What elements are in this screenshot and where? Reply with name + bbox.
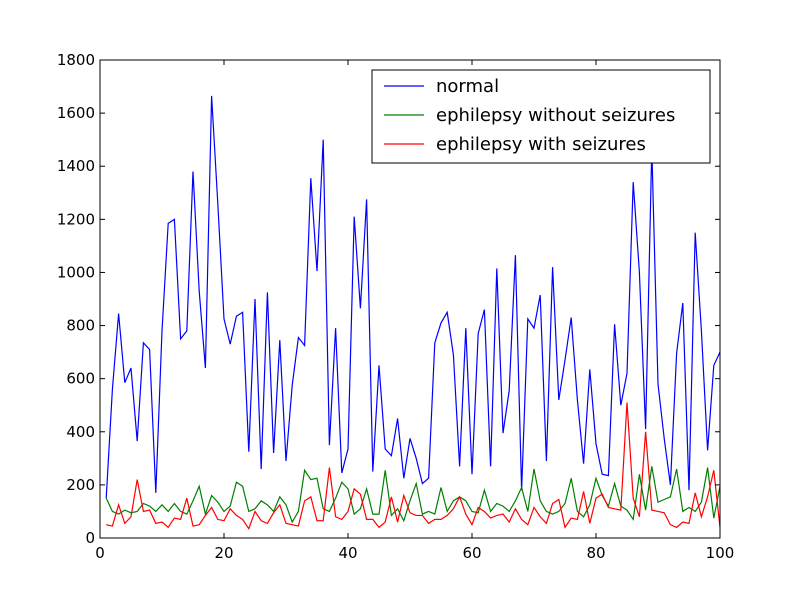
y-tick-label: 1600: [57, 104, 95, 122]
y-tick-label: 1000: [57, 263, 95, 281]
series-line-1: [105, 95, 720, 499]
x-tick-label: 40: [338, 544, 357, 562]
legend-box: [371, 69, 711, 164]
series-line-3: [106, 402, 720, 531]
y-tick-label: 1400: [57, 157, 95, 175]
legend-label: normal: [436, 76, 499, 97]
plot-frame: [99, 59, 721, 539]
ticks-layer: 0 20 40 60 80 1000200400600800100012001400160…: [57, 51, 735, 562]
x-tick-label: 0: [95, 544, 105, 562]
legend: normal ephilepsy without seizures ephileps…: [371, 69, 711, 164]
y-tick-label: 200: [66, 476, 95, 494]
y-tick-label: 600: [66, 370, 95, 388]
y-tick-label: 1800: [57, 51, 95, 69]
x-tick-label: 80: [586, 544, 605, 562]
y-tick-label: 400: [66, 423, 95, 441]
legend-label: ephilepsy with seizures: [436, 134, 646, 155]
y-tick-label: 0: [85, 529, 95, 547]
series-layer: [105, 95, 720, 531]
legend-label: ephilepsy without seizures: [436, 105, 675, 126]
y-tick-label: 800: [66, 317, 95, 335]
y-tick-label: 1200: [57, 210, 95, 228]
series-line-2: [105, 466, 720, 524]
x-tick-label: 100: [706, 544, 735, 562]
x-tick-label: 20: [214, 544, 233, 562]
x-tick-label: 60: [462, 544, 481, 562]
